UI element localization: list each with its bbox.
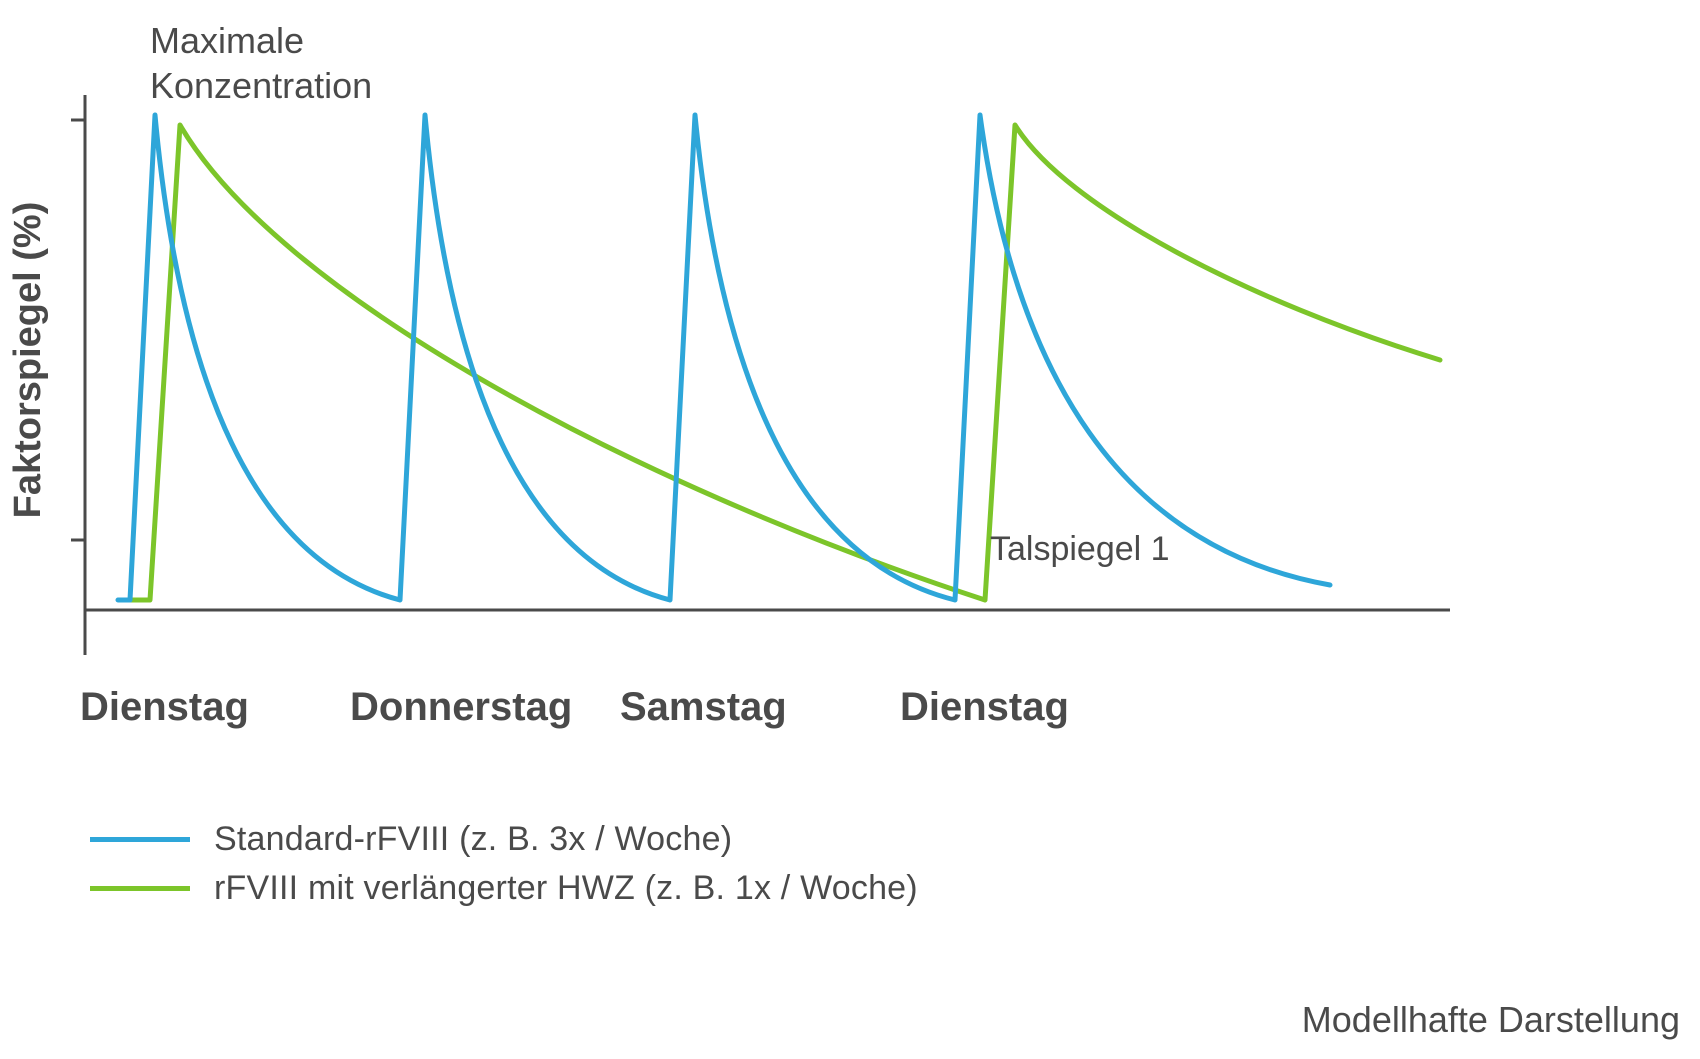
y-axis-title: Faktorspiegel (%) [7, 202, 49, 519]
trough-annotation: Talspiegel 1 [990, 530, 1170, 568]
chart-svg: Faktorspiegel (%) Talspiegel 1 DienstagD… [0, 0, 1700, 780]
legend-item-green: rFVIII mit verlängerter HWZ (z. B. 1x / … [90, 869, 918, 908]
anno-line1: Maximale [150, 20, 304, 61]
x-tick-label: Donnerstag [350, 685, 572, 729]
legend-item-blue: Standard-rFVIII (z. B. 3x / Woche) [90, 820, 918, 859]
max-concentration-annotation: Maximale Konzentration [150, 18, 372, 108]
x-tick-label: Dienstag [80, 685, 249, 729]
legend-swatch [90, 886, 190, 891]
anno-line2: Konzentration [150, 65, 372, 106]
legend-swatch [90, 837, 190, 842]
legend-label: Standard-rFVIII (z. B. 3x / Woche) [214, 820, 732, 859]
x-tick-label: Dienstag [900, 685, 1069, 729]
x-tick-labels: Dienstag Donnerstag Samstag Dienstag [80, 685, 1069, 729]
axes [71, 95, 1450, 655]
x-tick-label: Samstag [620, 685, 787, 729]
legend-label: rFVIII mit verlängerter HWZ (z. B. 1x / … [214, 869, 918, 908]
footer-note: Modellhafte Darstellung [1302, 999, 1680, 1041]
series-green [130, 125, 1440, 600]
pk-chart: Maximale Konzentration Faktorspiegel (%)… [0, 0, 1700, 1059]
series-blue [118, 115, 1330, 600]
legend: Standard-rFVIII (z. B. 3x / Woche) rFVIII… [90, 820, 918, 918]
